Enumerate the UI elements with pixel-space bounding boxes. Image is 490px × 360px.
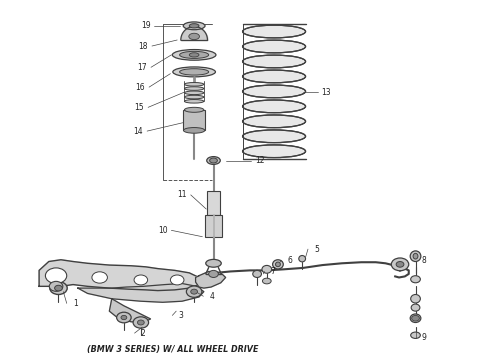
Ellipse shape bbox=[410, 314, 421, 323]
Text: (BMW 3 SERIES) W/ ALL WHEEL DRIVE: (BMW 3 SERIES) W/ ALL WHEEL DRIVE bbox=[87, 345, 258, 354]
Ellipse shape bbox=[184, 107, 204, 112]
Ellipse shape bbox=[262, 265, 271, 273]
Text: 9: 9 bbox=[422, 333, 427, 342]
Ellipse shape bbox=[183, 22, 205, 30]
Circle shape bbox=[186, 286, 202, 297]
Ellipse shape bbox=[410, 251, 421, 261]
Text: 11: 11 bbox=[177, 190, 187, 199]
Circle shape bbox=[133, 317, 148, 328]
Ellipse shape bbox=[184, 87, 204, 90]
Text: 18: 18 bbox=[139, 41, 148, 50]
Circle shape bbox=[50, 282, 67, 294]
Circle shape bbox=[138, 320, 144, 325]
Circle shape bbox=[191, 289, 197, 294]
Text: 8: 8 bbox=[422, 256, 427, 265]
Text: 10: 10 bbox=[158, 226, 168, 235]
Circle shape bbox=[46, 268, 67, 283]
Circle shape bbox=[134, 275, 147, 285]
Ellipse shape bbox=[411, 276, 420, 283]
Ellipse shape bbox=[243, 145, 306, 158]
Text: 3: 3 bbox=[179, 311, 183, 320]
Circle shape bbox=[209, 270, 219, 278]
Text: 13: 13 bbox=[321, 87, 331, 96]
Circle shape bbox=[396, 261, 404, 267]
Polygon shape bbox=[78, 283, 204, 302]
Ellipse shape bbox=[189, 53, 199, 57]
Ellipse shape bbox=[243, 25, 306, 38]
Ellipse shape bbox=[299, 256, 306, 262]
Bar bbox=[205, 215, 222, 237]
Ellipse shape bbox=[243, 100, 306, 113]
Polygon shape bbox=[196, 271, 225, 288]
Polygon shape bbox=[39, 260, 199, 291]
Ellipse shape bbox=[275, 262, 280, 267]
Ellipse shape bbox=[210, 158, 218, 163]
Text: 7: 7 bbox=[270, 267, 275, 276]
Text: 5: 5 bbox=[314, 244, 319, 253]
Circle shape bbox=[121, 315, 127, 320]
Circle shape bbox=[412, 315, 419, 321]
Ellipse shape bbox=[189, 24, 199, 28]
Ellipse shape bbox=[411, 332, 420, 338]
Ellipse shape bbox=[272, 260, 283, 269]
Ellipse shape bbox=[184, 82, 204, 86]
Ellipse shape bbox=[263, 278, 271, 284]
Ellipse shape bbox=[184, 91, 204, 95]
Ellipse shape bbox=[411, 304, 420, 311]
Circle shape bbox=[92, 272, 107, 283]
Circle shape bbox=[392, 258, 409, 271]
Ellipse shape bbox=[206, 260, 221, 267]
Circle shape bbox=[54, 285, 62, 291]
Bar bbox=[183, 110, 205, 130]
Ellipse shape bbox=[180, 69, 209, 75]
Ellipse shape bbox=[243, 130, 306, 143]
Ellipse shape bbox=[180, 51, 209, 58]
Ellipse shape bbox=[207, 157, 220, 165]
Ellipse shape bbox=[243, 55, 306, 68]
Text: 6: 6 bbox=[288, 256, 293, 265]
Ellipse shape bbox=[253, 270, 262, 278]
Circle shape bbox=[49, 282, 63, 291]
Bar bbox=[207, 191, 220, 215]
Text: 4: 4 bbox=[210, 292, 215, 301]
Ellipse shape bbox=[243, 85, 306, 98]
Ellipse shape bbox=[413, 253, 418, 259]
Polygon shape bbox=[109, 299, 150, 323]
Text: 15: 15 bbox=[135, 103, 144, 112]
Ellipse shape bbox=[243, 40, 306, 53]
Ellipse shape bbox=[189, 33, 199, 40]
Text: 12: 12 bbox=[255, 156, 264, 165]
Ellipse shape bbox=[184, 100, 204, 103]
Circle shape bbox=[171, 275, 184, 285]
Text: 19: 19 bbox=[141, 21, 150, 30]
Ellipse shape bbox=[243, 115, 306, 128]
Text: 17: 17 bbox=[138, 63, 147, 72]
Ellipse shape bbox=[172, 50, 216, 60]
Text: 2: 2 bbox=[141, 329, 146, 338]
Ellipse shape bbox=[173, 67, 216, 77]
Ellipse shape bbox=[184, 95, 204, 99]
Ellipse shape bbox=[243, 70, 306, 83]
Circle shape bbox=[117, 312, 131, 323]
Ellipse shape bbox=[183, 127, 205, 133]
Ellipse shape bbox=[411, 294, 420, 303]
Text: 14: 14 bbox=[134, 127, 143, 136]
Text: 1: 1 bbox=[73, 299, 78, 308]
Text: 16: 16 bbox=[136, 83, 145, 92]
